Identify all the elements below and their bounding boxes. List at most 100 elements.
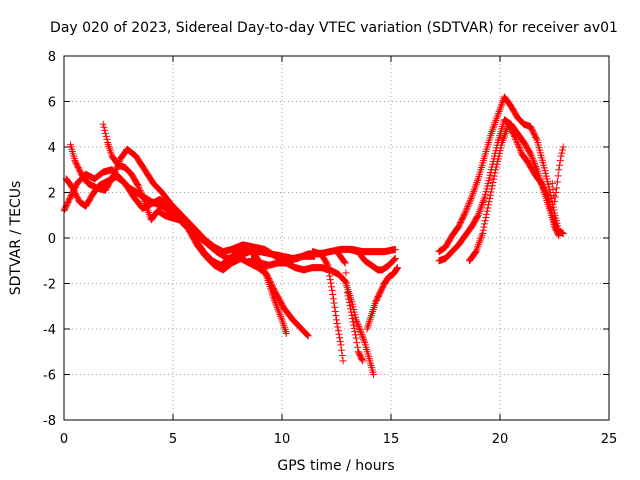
data-point: [477, 202, 485, 210]
data-point: [559, 143, 567, 151]
data-point: [511, 134, 519, 142]
data-point: [558, 149, 566, 157]
data-point: [370, 371, 378, 378]
x-tick-label: 5: [169, 432, 177, 447]
data-point: [330, 299, 338, 307]
data-point: [493, 115, 501, 123]
data-point: [356, 326, 364, 334]
data-point: [352, 334, 360, 342]
data-point: [462, 206, 470, 214]
data-points: [60, 93, 567, 378]
data-point: [488, 185, 496, 193]
data-point: [138, 191, 146, 199]
data-point: [477, 233, 485, 241]
x-tick-label: 15: [383, 432, 400, 447]
x-tick-label: 0: [60, 432, 68, 447]
data-point: [333, 319, 341, 327]
data-point: [551, 193, 559, 201]
data-point: [471, 184, 479, 192]
data-point: [554, 172, 562, 180]
data-point: [557, 152, 565, 160]
data-point: [139, 193, 147, 201]
y-tick-label: -4: [43, 323, 56, 338]
data-point: [331, 307, 339, 315]
data-point: [482, 214, 490, 222]
data-point: [348, 311, 356, 319]
data-point: [513, 139, 521, 147]
data-point: [111, 167, 119, 175]
data-point: [358, 332, 366, 340]
data-point: [484, 204, 492, 212]
grid: [64, 56, 609, 420]
data-point: [327, 279, 335, 287]
y-axis-label: SDTVAR / TECUs: [8, 181, 24, 296]
data-point: [477, 235, 485, 243]
data-point: [358, 331, 366, 339]
data-point: [273, 302, 281, 310]
data-point: [359, 334, 367, 342]
data-point: [479, 226, 487, 234]
data-point: [335, 330, 343, 338]
data-point: [347, 308, 355, 316]
data-point: [391, 245, 399, 253]
y-tick-label: 2: [48, 187, 56, 202]
data-point: [487, 188, 495, 196]
data-point: [488, 128, 496, 136]
data-point: [338, 352, 346, 360]
data-point: [516, 147, 524, 155]
data-point: [142, 201, 150, 209]
data-point: [556, 161, 564, 169]
data-point: [551, 198, 558, 206]
data-point: [394, 264, 402, 272]
data-point: [355, 322, 363, 330]
data-point: [338, 346, 346, 354]
y-tick-label: 8: [48, 50, 56, 65]
data-point: [528, 153, 536, 161]
data-point: [354, 343, 362, 351]
data-point: [501, 129, 509, 137]
data-point: [515, 143, 523, 151]
data-point: [343, 289, 351, 297]
data-point: [556, 157, 564, 165]
data-point: [304, 331, 312, 339]
data-point: [473, 178, 481, 186]
data-point: [135, 183, 143, 191]
data-point: [481, 220, 489, 228]
data-point: [328, 286, 336, 294]
data-point: [350, 324, 358, 332]
data-point: [326, 272, 334, 280]
data-point: [478, 200, 486, 208]
x-axis: 0 5 10 15 20 25: [60, 56, 617, 447]
data-point: [137, 188, 145, 196]
data-point: [543, 192, 551, 200]
data-point: [468, 193, 476, 201]
data-point: [324, 265, 332, 273]
data-point: [331, 303, 339, 311]
data-point: [332, 312, 340, 320]
data-point: [500, 133, 508, 141]
data-point: [558, 146, 566, 154]
x-tick-label: 25: [601, 432, 618, 447]
data-point: [325, 268, 333, 276]
data-point: [491, 118, 499, 126]
data-point: [277, 312, 285, 320]
data-point: [393, 265, 401, 273]
y-tick-label: -2: [43, 278, 56, 293]
data-point: [481, 217, 489, 225]
data-point: [466, 198, 474, 206]
data-point: [141, 199, 149, 207]
data-point: [347, 305, 355, 313]
data-point: [334, 323, 342, 331]
data-point: [464, 203, 472, 211]
data-point: [344, 292, 352, 300]
data-point: [552, 189, 560, 196]
data-point: [491, 169, 499, 177]
data-point: [475, 240, 483, 248]
data-point: [516, 145, 524, 153]
data-point: [468, 191, 476, 199]
data-point: [134, 182, 142, 190]
data-point: [491, 120, 499, 128]
data-point: [485, 198, 493, 206]
data-point: [490, 175, 498, 183]
